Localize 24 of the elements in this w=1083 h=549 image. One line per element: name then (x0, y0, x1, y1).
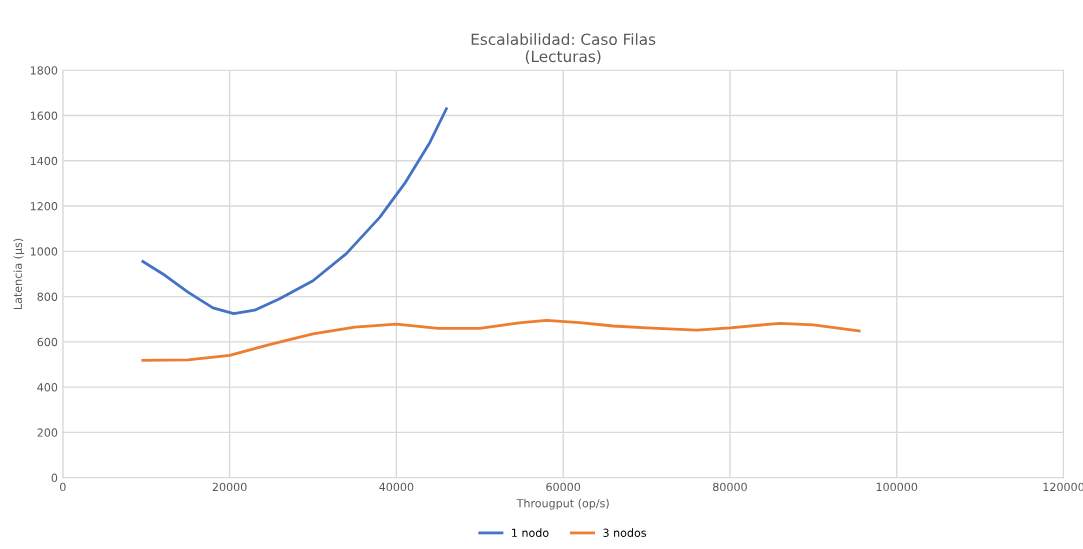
x-tick-label: 120000 (1043, 482, 1083, 492)
y-axis-title: Latencia (µs) (13, 238, 25, 310)
y-tick-label: 0 (51, 473, 58, 483)
y-tick-label: 1000 (30, 247, 58, 256)
x-tick-label: 80000 (713, 482, 747, 492)
y-tick-label: 800 (37, 292, 58, 301)
y-tick-label: 200 (37, 428, 58, 437)
x-tick-label: 20000 (212, 482, 247, 492)
x-tick-label: 60000 (546, 482, 581, 492)
chart-title: Escalabilidad: Caso Filas (Lecturas) (471, 33, 656, 64)
legend-label: 3 nodos (603, 528, 647, 537)
line-series (141, 318, 861, 362)
y-tick-label: 1600 (30, 111, 58, 120)
y-tick-label: 400 (37, 383, 58, 392)
y-tick-label: 1800 (30, 66, 58, 75)
x-tick-label: 40000 (379, 482, 414, 492)
y-tick-label: 1400 (30, 156, 58, 166)
x-tick-label: 0 (60, 482, 66, 492)
legend-label: 1 nodo (512, 528, 549, 537)
x-tick-label: 100000 (876, 482, 918, 492)
y-tick-label: 600 (37, 337, 58, 347)
y-tick-label: 1200 (30, 202, 58, 211)
x-axis-title: Througput (op/s) (516, 498, 609, 510)
line-series (141, 107, 448, 315)
